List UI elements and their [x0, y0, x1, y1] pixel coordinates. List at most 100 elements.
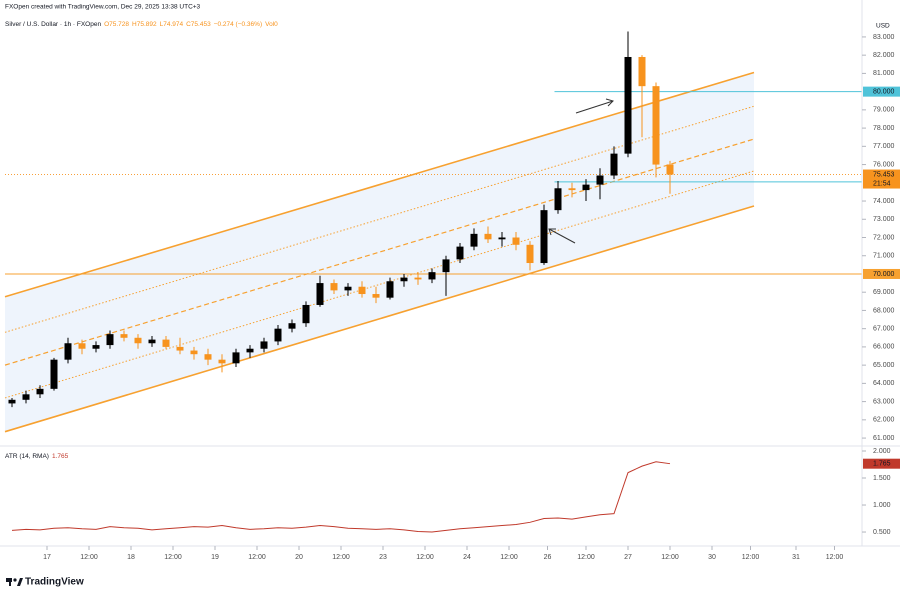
x-tick-label: 12:00 — [80, 554, 98, 561]
candle-body — [330, 283, 338, 291]
x-tick-label: 12:00 — [248, 554, 266, 561]
candle-body — [232, 352, 240, 364]
level-label: 80.000 — [873, 88, 895, 95]
candle-body — [428, 272, 436, 280]
arrow — [548, 228, 576, 244]
candle-body — [498, 237, 506, 240]
legend-value: C75.453 — [186, 21, 211, 28]
x-tick-label: 30 — [708, 554, 716, 561]
annotation-arrows — [548, 98, 614, 244]
y-tick-label: 1.000 — [873, 502, 891, 509]
legend-value: O75.728 — [104, 21, 129, 28]
y-tick-label: 69.000 — [873, 289, 895, 296]
candle-body — [400, 277, 408, 282]
y-tick-label: 64.000 — [873, 380, 895, 387]
atr-layer — [11, 461, 671, 533]
y-tick-label: 71.000 — [873, 253, 895, 260]
candle-body — [540, 210, 548, 264]
currency-label: USD — [876, 23, 890, 30]
legend-value: −0.274 (−0.36%) — [214, 21, 262, 28]
candle-body — [554, 188, 562, 211]
y-tick-label: 61.000 — [873, 435, 895, 442]
y-tick-label: 83.000 — [873, 34, 895, 41]
y-tick-label: 0.500 — [873, 529, 891, 536]
candle-body — [64, 343, 72, 360]
candle-body — [568, 188, 576, 191]
y-tick-label: 63.000 — [873, 398, 895, 405]
legend: Silver / U.S. Dollar · 1h · FXOpen O75.72… — [5, 21, 278, 28]
candle-body — [316, 283, 324, 305]
arrow — [575, 100, 614, 114]
y-tick-label: 65.000 — [873, 362, 895, 369]
channel-fill — [5, 72, 754, 432]
last-price-label: 75.453 — [873, 171, 895, 178]
candle-body — [78, 343, 86, 349]
candle-body — [666, 164, 674, 175]
x-tick-label: 20 — [295, 554, 303, 561]
logo-icon — [13, 578, 17, 582]
candle-body — [372, 294, 380, 298]
candle-body — [484, 233, 492, 240]
atr-title: ATR (14, RMA) — [5, 453, 49, 460]
atr-value-label: 1.765 — [873, 461, 891, 468]
y-tick-label: 1.500 — [873, 475, 891, 482]
channel-line — [4, 205, 755, 433]
candle-body — [596, 175, 604, 185]
level-label-box — [863, 268, 900, 279]
candle-body — [106, 334, 114, 346]
y-tick-label: 81.000 — [873, 70, 895, 77]
atr-value: 1.765 — [52, 453, 69, 460]
candle-body — [246, 348, 254, 353]
candle-body — [36, 388, 44, 395]
candle-body — [470, 233, 478, 247]
y-tick-label: 68.000 — [873, 307, 895, 314]
legend-value: Vol0 — [265, 21, 278, 28]
candle-body — [442, 259, 450, 273]
candle-body — [8, 399, 16, 404]
atr-legend: ATR (14, RMA) 1.765 — [5, 453, 69, 460]
atr-value-box — [863, 458, 900, 469]
x-tick-label: 12:00 — [500, 554, 518, 561]
candle-body — [204, 354, 212, 360]
y-tick-label: 67.000 — [873, 326, 895, 333]
drawing-layer — [4, 71, 862, 433]
candle-body — [22, 394, 30, 400]
x-tick-label: 12:00 — [577, 554, 595, 561]
last-price-box — [863, 169, 900, 189]
candle-body — [50, 359, 58, 389]
countdown-label: 21:54 — [873, 180, 891, 187]
x-tick-label: 17 — [43, 554, 51, 561]
legend-value: H75.892 — [132, 21, 157, 28]
candle-body — [624, 56, 632, 154]
candle-body — [218, 359, 226, 364]
x-tick-label: 12:00 — [164, 554, 182, 561]
arrow-head — [605, 98, 614, 107]
logo-text: TradingView — [25, 577, 84, 588]
logo: TradingView — [6, 577, 84, 588]
candle-body — [274, 328, 282, 342]
y-tick-label: 78.000 — [873, 125, 895, 132]
candle-body — [638, 56, 646, 87]
legend-value: L74.974 — [160, 21, 184, 28]
logo-icon — [17, 578, 23, 586]
candle-body — [652, 86, 660, 165]
x-tick-label: 12:00 — [742, 554, 760, 561]
candle-body — [288, 323, 296, 329]
x-tick-label: 24 — [463, 554, 471, 561]
header-text: FXOpen created with TradingView.com, Dec… — [5, 4, 201, 11]
x-tick-label: 12:00 — [661, 554, 679, 561]
x-tick-label: 12:00 — [332, 554, 350, 561]
logo-icon — [9, 578, 11, 586]
candle-body — [526, 244, 534, 264]
x-tick-label: 12:00 — [416, 554, 434, 561]
candle-body — [386, 281, 394, 298]
candle-body — [512, 237, 520, 245]
channel-line — [4, 170, 755, 399]
candle-body — [190, 350, 198, 355]
candles-layer — [8, 31, 674, 408]
candle-body — [358, 286, 366, 295]
candle-body — [302, 304, 310, 324]
channel-line — [4, 138, 755, 366]
channel-layer — [5, 72, 754, 432]
legend-title: Silver / U.S. Dollar · 1h · FXOpen — [5, 21, 101, 28]
